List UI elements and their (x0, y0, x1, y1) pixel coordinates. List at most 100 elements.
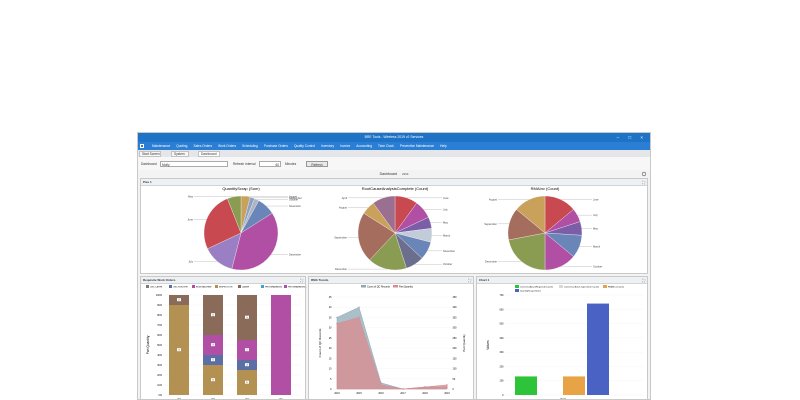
x-tick-label: 2019 (444, 392, 450, 395)
data-label: 6 (246, 382, 248, 384)
y-tick-label: 10% (157, 384, 163, 387)
data-label-box (245, 380, 249, 384)
legend-label: LASER (242, 286, 250, 289)
pies-panel-title: Pies 1 (143, 180, 152, 185)
home-icon[interactable] (140, 143, 144, 148)
pie-label: March (593, 245, 601, 249)
tab-dashboard[interactable]: Dashboard (198, 151, 220, 157)
x-tick-label: 2016 (334, 392, 340, 395)
menu-item-time-clock[interactable]: Time Clock (378, 144, 394, 149)
menu-item-maintenance[interactable]: Maintenance (152, 144, 171, 149)
menu-item-invoice[interactable]: Invoice (340, 144, 351, 149)
pie-label: June (443, 196, 449, 200)
data-label: 4 (212, 315, 214, 317)
dashboard-title-text: Dashboard (379, 172, 398, 176)
pie-label: October (443, 262, 452, 266)
y-tick-label: 500 (500, 323, 505, 326)
legend-swatch (192, 285, 195, 288)
pie-label: July (593, 213, 598, 217)
y2-tick-label: 50 (453, 378, 456, 381)
y-tick-label: 30% (157, 364, 163, 367)
menu-item-preventive-maintenance[interactable]: Preventive Maintenance (399, 144, 435, 149)
bar-chart: CorrectiveActionRequired (Count) Correcti… (486, 285, 643, 399)
legend-label: CorrectiveActionRequired (Count) (520, 286, 553, 289)
refresh-icon[interactable] (641, 171, 647, 177)
dashboard-title: Dashboard 2014 (138, 171, 650, 178)
menu-item-work-orders[interactable]: Work Orders (218, 144, 237, 149)
menu-item-quality-control[interactable]: Quality Control (293, 144, 316, 149)
data-point (424, 386, 426, 388)
y2-tick-label: 400 (453, 306, 458, 309)
y2-tick-label: 350 (453, 316, 458, 319)
pie-slice (231, 212, 279, 271)
legend-swatch (146, 285, 149, 288)
pie-label: May (593, 226, 599, 230)
data-label-box (211, 343, 215, 347)
legend-swatch (515, 289, 519, 292)
dashboard-select[interactable]: Mofly (160, 161, 228, 167)
pie-label: May (443, 221, 449, 225)
expand-icon[interactable]: ⛶ (300, 277, 303, 283)
data-label-box (245, 315, 249, 319)
pie-label: December (485, 260, 497, 264)
data-point (336, 316, 338, 319)
window-controls[interactable]: – □ × (616, 134, 647, 140)
pie-label: June (187, 217, 193, 221)
menu-item-quoting[interactable]: Quoting (176, 144, 188, 149)
data-label-box (245, 363, 249, 367)
y-tick-label: 50% (157, 344, 163, 347)
data-label: 4 (246, 365, 248, 367)
menu-item-accounting[interactable]: Accounting (356, 144, 373, 149)
tab-start-screen[interactable]: Start Screen (139, 151, 161, 157)
bar (587, 303, 609, 395)
legend-label: EDM MACHINE (196, 286, 212, 289)
y-tick-label: 30 (329, 327, 332, 330)
pie-label: August (339, 206, 347, 210)
expand-icon[interactable]: ⛶ (468, 277, 471, 283)
pie-label: December (335, 267, 347, 271)
data-label-box (211, 378, 215, 382)
data-point (336, 322, 338, 325)
area-series (336, 317, 448, 390)
legend-swatch (169, 285, 172, 288)
pie-slice (516, 195, 546, 234)
y-tick-label: 10 (329, 368, 332, 371)
x-tick-label: 2018 (422, 392, 428, 395)
y-tick-label: 25 (329, 337, 332, 340)
y-tick-label: 200 (500, 365, 505, 368)
menu-bar: Maintenance Quoting Sales Orders Work Or… (138, 142, 650, 150)
legend-label: PROGRAMMING - CNC MACHINING (288, 286, 307, 289)
refresh-interval-input[interactable]: 60 (259, 161, 281, 167)
y-tick-label: 20 (329, 347, 332, 350)
pie-title: RootCauseAnalysisComplete (Count) (362, 186, 429, 191)
y-tick-label: 100% (156, 294, 163, 297)
legend-swatch (238, 285, 241, 288)
y-tick-label: 0 (330, 388, 332, 391)
y2-tick-label: 100 (453, 368, 458, 371)
tab-system[interactable]: System (171, 151, 189, 157)
pie-label: July (188, 260, 193, 264)
y-tick-label: 35 (329, 316, 332, 319)
pie-label: November (443, 249, 455, 253)
legend-label: CNC ROUTER (173, 287, 188, 289)
y-axis-label: Part Quantity (146, 335, 150, 354)
legend-swatch (559, 285, 563, 288)
data-point (358, 316, 360, 319)
menu-item-inventory[interactable]: Inventory (321, 144, 335, 149)
y-tick-label: 0 (502, 394, 504, 397)
expand-icon[interactable]: ⛶ (642, 179, 645, 185)
y-axis-label: Values (486, 340, 490, 350)
menu-item-sales-orders[interactable]: Sales Orders (193, 144, 213, 149)
menu-item-help[interactable]: Help (440, 144, 447, 149)
menu-item-purchase-orders[interactable]: Purchase Orders (263, 144, 288, 149)
legend-swatch (284, 285, 287, 288)
y-tick-label: 5 (330, 378, 332, 381)
menu-item-scheduling[interactable]: Scheduling (242, 144, 258, 149)
x-tick-label: Q1 (279, 397, 283, 400)
y2-tick-label: 300 (453, 327, 458, 330)
refresh-button[interactable]: Refresh (306, 161, 328, 167)
legend-swatch (361, 285, 366, 288)
expand-icon[interactable]: ⛶ (642, 277, 645, 283)
y-tick-label: 40 (329, 306, 332, 309)
legend-label: Part Quantity (399, 285, 414, 288)
